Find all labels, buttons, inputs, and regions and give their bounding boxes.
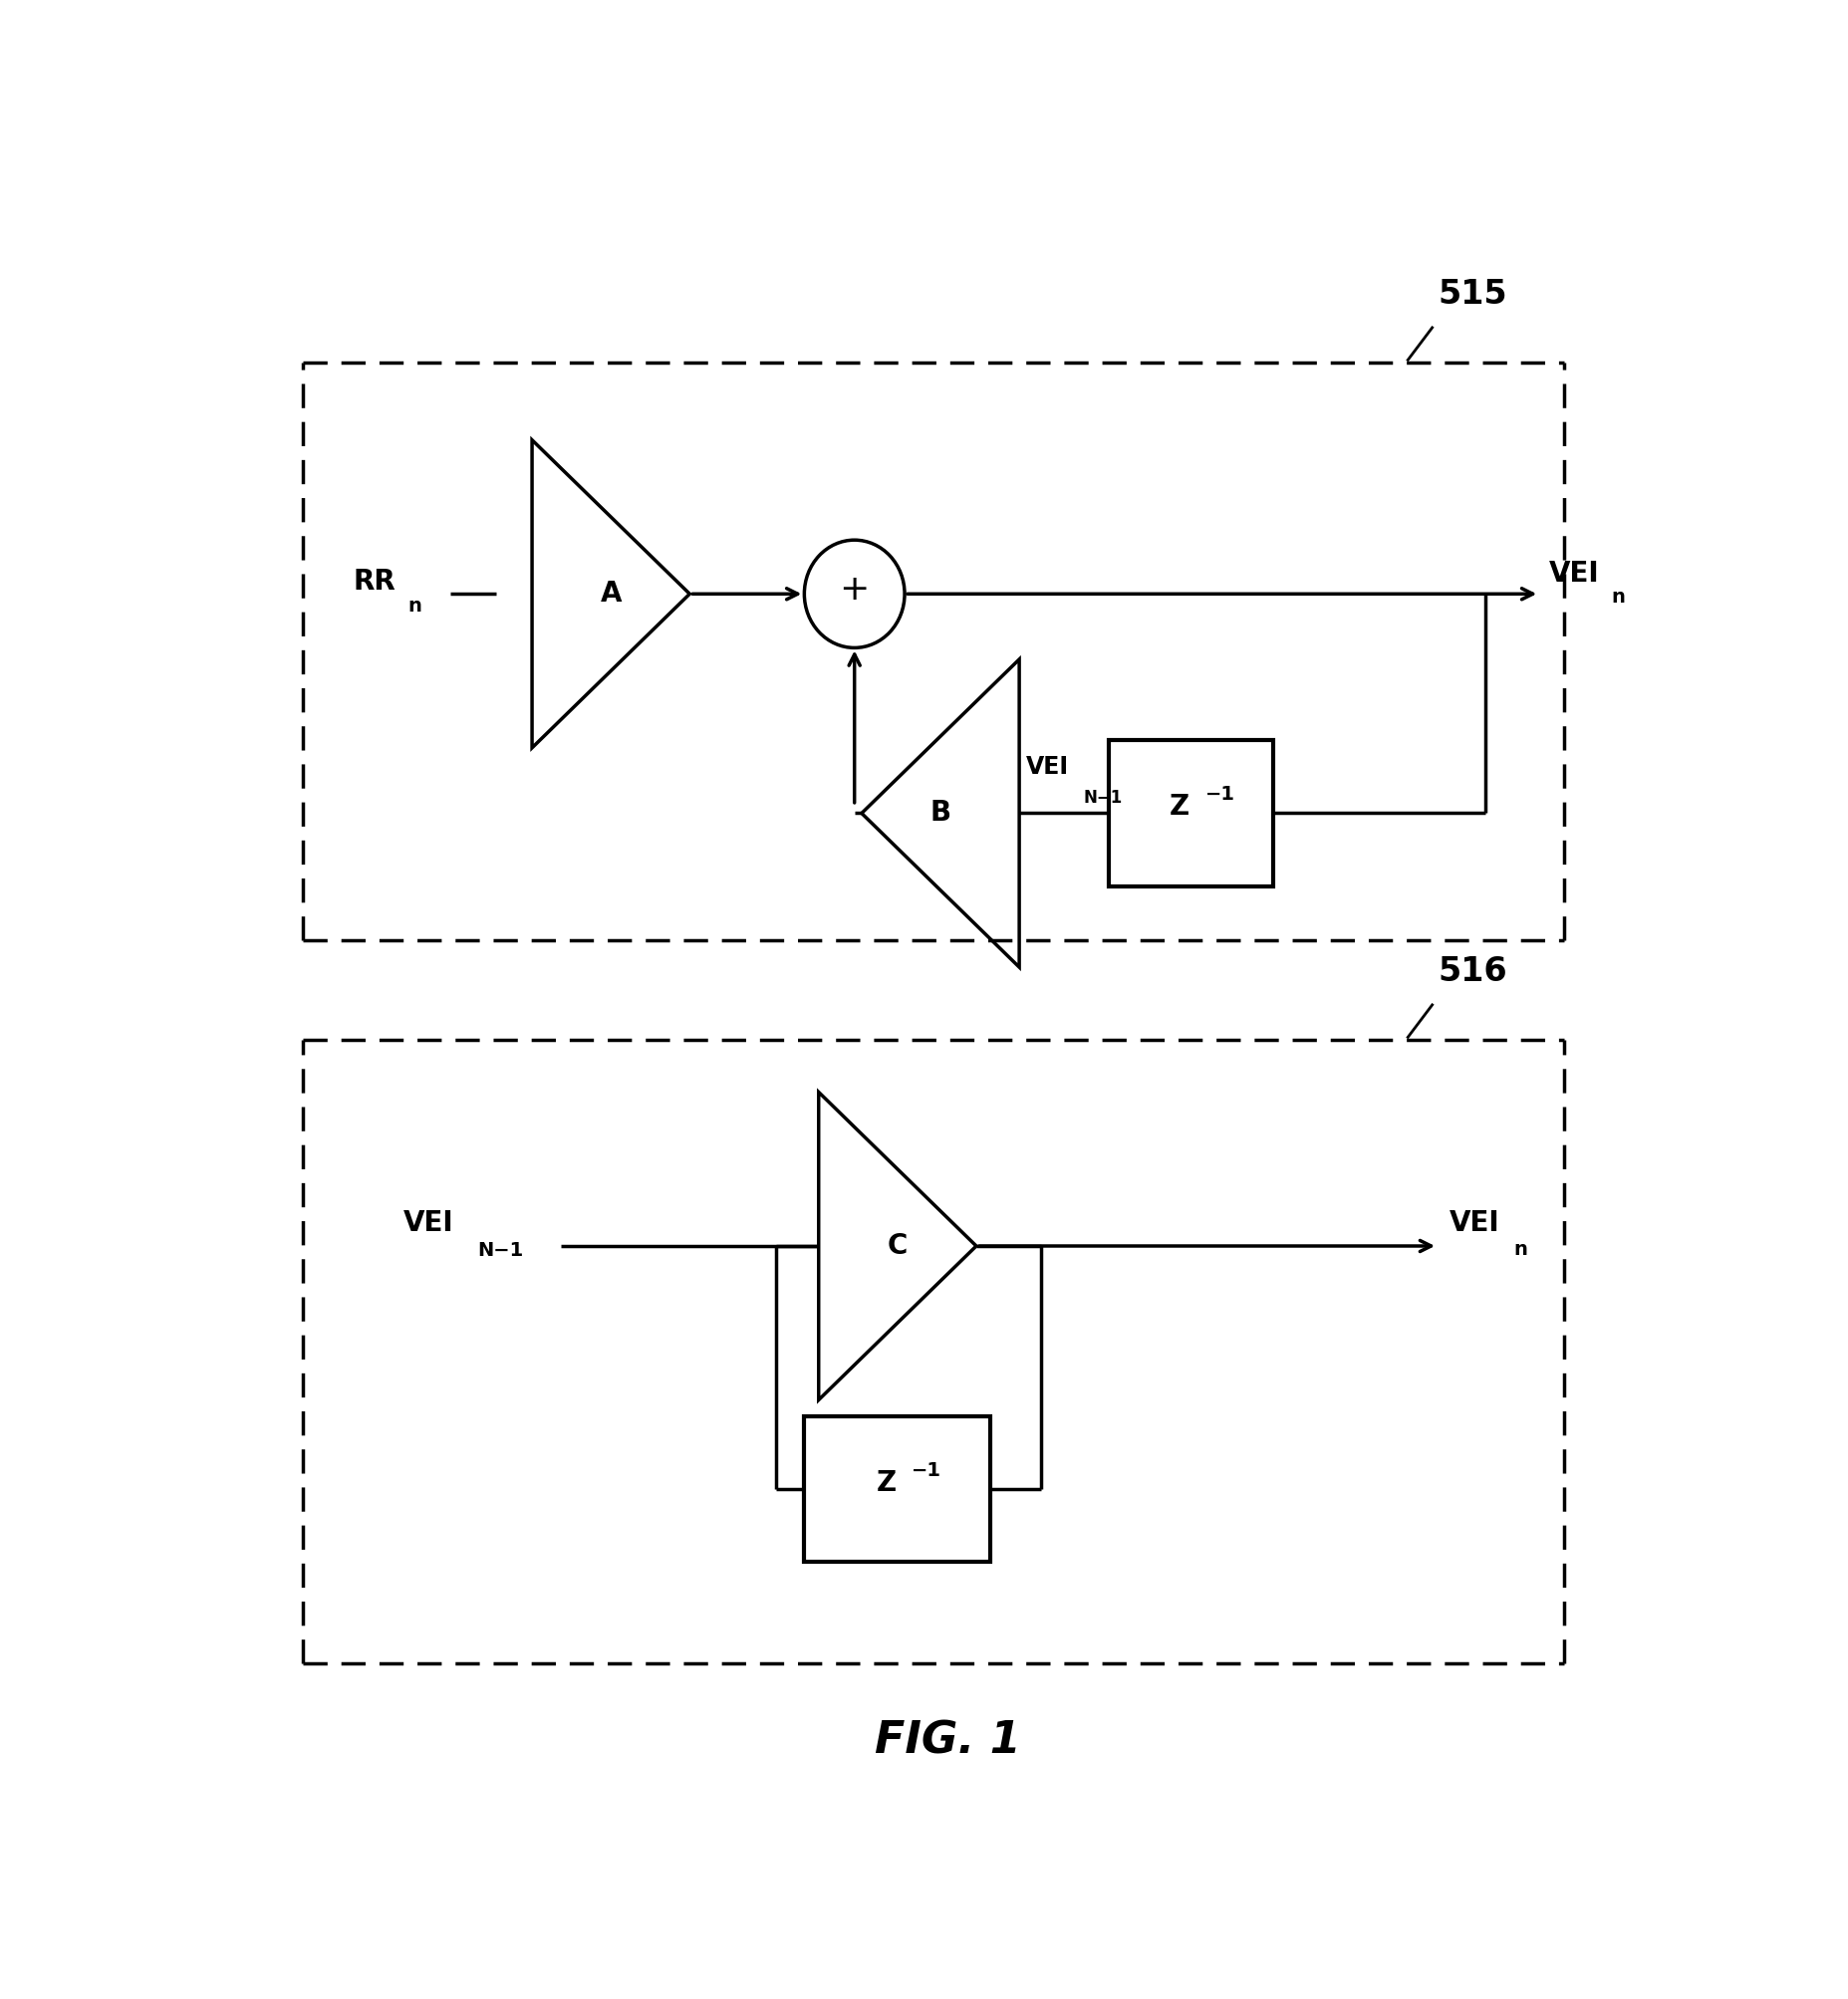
Text: FIG. 1: FIG. 1 xyxy=(874,1719,1020,1761)
Text: N−1: N−1 xyxy=(1083,790,1122,808)
Text: RR: RR xyxy=(353,568,395,596)
Bar xyxy=(1109,740,1273,886)
Text: Z: Z xyxy=(876,1469,896,1497)
Text: C: C xyxy=(887,1231,907,1259)
Text: −1: −1 xyxy=(911,1461,941,1479)
Text: VEI: VEI xyxy=(1549,560,1599,588)
Text: −1: −1 xyxy=(1205,786,1234,804)
Text: n: n xyxy=(407,598,421,616)
Text: n: n xyxy=(1514,1239,1526,1259)
Text: VEI: VEI xyxy=(403,1209,453,1237)
Text: Z: Z xyxy=(1170,794,1188,822)
Text: VEI: VEI xyxy=(1026,756,1068,780)
Text: VEI: VEI xyxy=(1449,1209,1499,1237)
Text: 515: 515 xyxy=(1438,278,1506,310)
Bar xyxy=(804,1415,991,1563)
Text: B: B xyxy=(930,800,950,828)
Text: n: n xyxy=(1610,588,1624,606)
Text: A: A xyxy=(601,580,621,608)
Text: 516: 516 xyxy=(1438,956,1506,988)
Text: N−1: N−1 xyxy=(477,1241,523,1259)
Text: +: + xyxy=(839,572,869,606)
